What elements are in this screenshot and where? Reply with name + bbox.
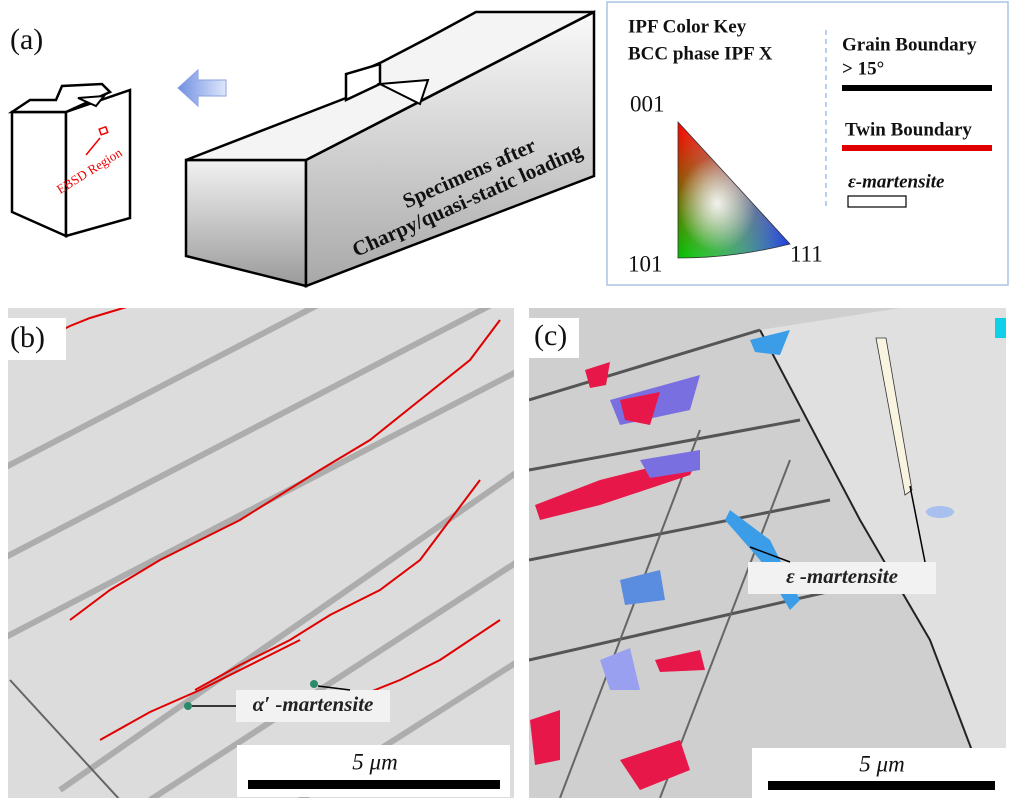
- shape: [926, 506, 954, 518]
- epsilon-swatch: [848, 196, 906, 207]
- legend: IPF Color Key BCC phase IPF X 001 101 11…: [607, 2, 1008, 285]
- panel-label: (a): [10, 23, 43, 56]
- specimen-front: [12, 112, 66, 236]
- panel-b: (b) α′ -martensite 5 μm: [0, 200, 520, 800]
- legend-item: > 15°: [842, 58, 884, 79]
- panel-c: (c) ε -martensite 5 μm: [529, 308, 1010, 798]
- panel-label: (c): [534, 319, 567, 352]
- figure: (a) EBSD Region Specimens after Charpy/q…: [0, 0, 1010, 804]
- scale-bar-label: 5 μm: [352, 749, 397, 774]
- scale-bar: [248, 780, 500, 789]
- legend-item: ε-martensite: [848, 171, 945, 192]
- twin-boundary-swatch: [842, 145, 992, 151]
- scale-bar-label: 5 μm: [859, 751, 904, 776]
- arrow: [178, 70, 226, 106]
- annotation: α′ -martensite: [253, 692, 374, 716]
- panel-label: (b): [10, 321, 45, 354]
- scale-bar: [768, 781, 995, 790]
- legend-item: Grain Boundary: [842, 34, 977, 55]
- ipf-corner: 111: [790, 241, 823, 266]
- annotation: ε -martensite: [786, 564, 898, 588]
- legend-title: IPF Color Key: [628, 16, 747, 37]
- shape: [995, 318, 1007, 338]
- page: {"panel_a": {"label": "(a)", "ebsd_label…: [0, 0, 1010, 804]
- ipf-corner: 001: [630, 91, 665, 116]
- legend-item: Twin Boundary: [845, 119, 972, 140]
- legend-title: BCC phase IPF X: [628, 43, 773, 64]
- alpha-martensite: [310, 680, 318, 688]
- ipf-corner: 101: [628, 251, 663, 276]
- panel-a: (a) EBSD Region Specimens after Charpy/q…: [10, 12, 594, 286]
- beam-front: [186, 160, 306, 286]
- alpha-martensite: [184, 702, 192, 710]
- grain-boundary-swatch: [842, 85, 992, 91]
